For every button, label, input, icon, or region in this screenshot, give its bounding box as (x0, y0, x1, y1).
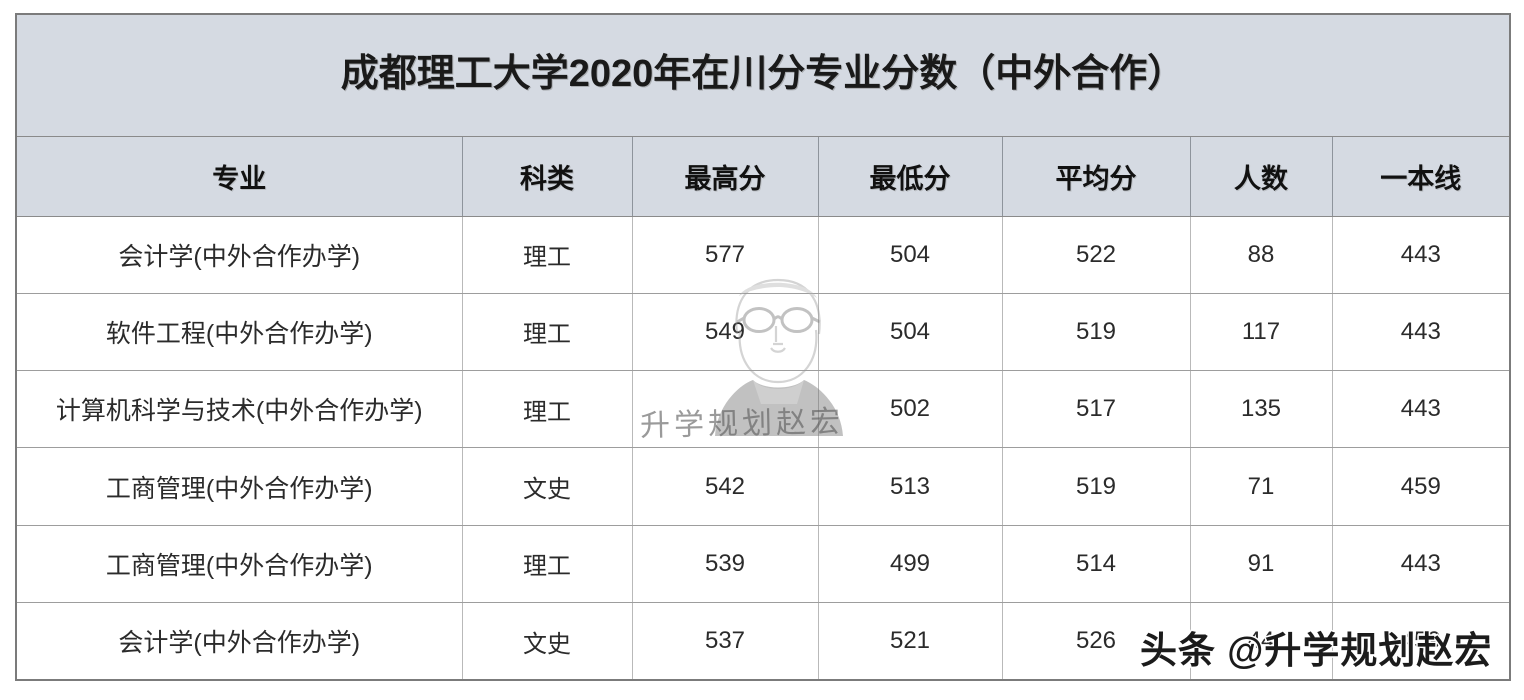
cell-cutoff: 459 (1331, 447, 1512, 526)
cell-major: 会计学(中外合作办学) (15, 215, 463, 294)
cell-count: 44 (1189, 602, 1333, 682)
cell-max: 577 (631, 215, 819, 294)
cell-min: 499 (817, 524, 1003, 604)
cell-stream: 理工 (461, 370, 633, 449)
table-row: 工商管理(中外合作办学) 理工 539 499 514 91 443 (15, 524, 1512, 604)
table-body: 会计学(中外合作办学) 理工 577 504 522 88 443 软件工程(中… (15, 215, 1512, 682)
cell-stream: 文史 (461, 447, 633, 526)
column-header-min[interactable]: 最低分 (817, 135, 1003, 217)
score-table-container: 成都理工大学2020年在川分专业分数（中外合作） 专业 科类 最高分 最低分 平… (14, 13, 1512, 682)
cell-cutoff: 459 (1331, 602, 1512, 682)
cell-avg: 514 (1001, 524, 1191, 604)
cell-min: 521 (817, 602, 1003, 682)
cell-count: 117 (1189, 292, 1333, 372)
column-header-major[interactable]: 专业 (15, 135, 463, 217)
column-header-count[interactable]: 人数 (1189, 135, 1333, 217)
table-row: 会计学(中外合作办学) 理工 577 504 522 88 443 (15, 215, 1512, 294)
cell-max: 539 (631, 524, 819, 604)
cell-major: 软件工程(中外合作办学) (15, 292, 463, 372)
cell-stream: 理工 (461, 215, 633, 294)
column-header-stream[interactable]: 科类 (461, 135, 633, 217)
cell-min: 502 (817, 370, 1003, 449)
cell-min: 504 (817, 292, 1003, 372)
cell-major: 会计学(中外合作办学) (15, 602, 463, 682)
table-row: 工商管理(中外合作办学) 文史 542 513 519 71 459 (15, 447, 1512, 526)
cell-avg: 519 (1001, 292, 1191, 372)
table-head: 成都理工大学2020年在川分专业分数（中外合作） 专业 科类 最高分 最低分 平… (14, 13, 1512, 217)
cell-cutoff: 443 (1331, 292, 1512, 372)
cell-max: 549 (631, 292, 819, 372)
column-header-avg[interactable]: 平均分 (1001, 135, 1191, 217)
cell-stream: 理工 (461, 524, 633, 604)
table-row: 会计学(中外合作办学) 文史 537 521 526 44 459 (15, 602, 1512, 682)
cell-max: 542 (631, 447, 819, 526)
cell-stream: 文史 (461, 602, 633, 682)
score-table: 成都理工大学2020年在川分专业分数（中外合作） 专业 科类 最高分 最低分 平… (14, 13, 1512, 682)
column-header-cutoff[interactable]: 一本线 (1331, 135, 1512, 217)
cell-stream: 理工 (461, 292, 633, 372)
cell-major: 工商管理(中外合作办学) (15, 524, 463, 604)
page-title-text: 成都理工大学2020年在川分专业分数（中外合作） (340, 53, 1186, 96)
cell-min: 513 (817, 447, 1003, 526)
table-header-row: 专业 科类 最高分 最低分 平均分 人数 一本线 (15, 135, 1512, 217)
cell-avg: 519 (1001, 447, 1191, 526)
page-title: 成都理工大学2020年在川分专业分数（中外合作） (14, 13, 1512, 137)
cell-avg: 517 (1001, 370, 1191, 449)
cell-cutoff: 443 (1331, 524, 1512, 604)
cell-cutoff: 443 (1331, 215, 1512, 294)
cell-min: 504 (817, 215, 1003, 294)
cell-count: 88 (1189, 215, 1333, 294)
column-header-max[interactable]: 最高分 (631, 135, 819, 217)
cell-count: 135 (1189, 370, 1333, 449)
cell-count: 91 (1189, 524, 1333, 604)
cell-avg: 522 (1001, 215, 1191, 294)
table-row: 计算机科学与技术(中外合作办学) 理工 502 517 135 443 (15, 370, 1512, 449)
cell-cutoff: 443 (1331, 370, 1512, 449)
cell-avg: 526 (1001, 602, 1191, 682)
table-row: 软件工程(中外合作办学) 理工 549 504 519 117 443 (15, 292, 1512, 372)
table-title-row: 成都理工大学2020年在川分专业分数（中外合作） (14, 13, 1512, 137)
cell-major: 工商管理(中外合作办学) (15, 447, 463, 526)
cell-max: 537 (631, 602, 819, 682)
cell-major: 计算机科学与技术(中外合作办学) (15, 370, 463, 449)
cell-count: 71 (1189, 447, 1333, 526)
cell-max (631, 370, 819, 449)
